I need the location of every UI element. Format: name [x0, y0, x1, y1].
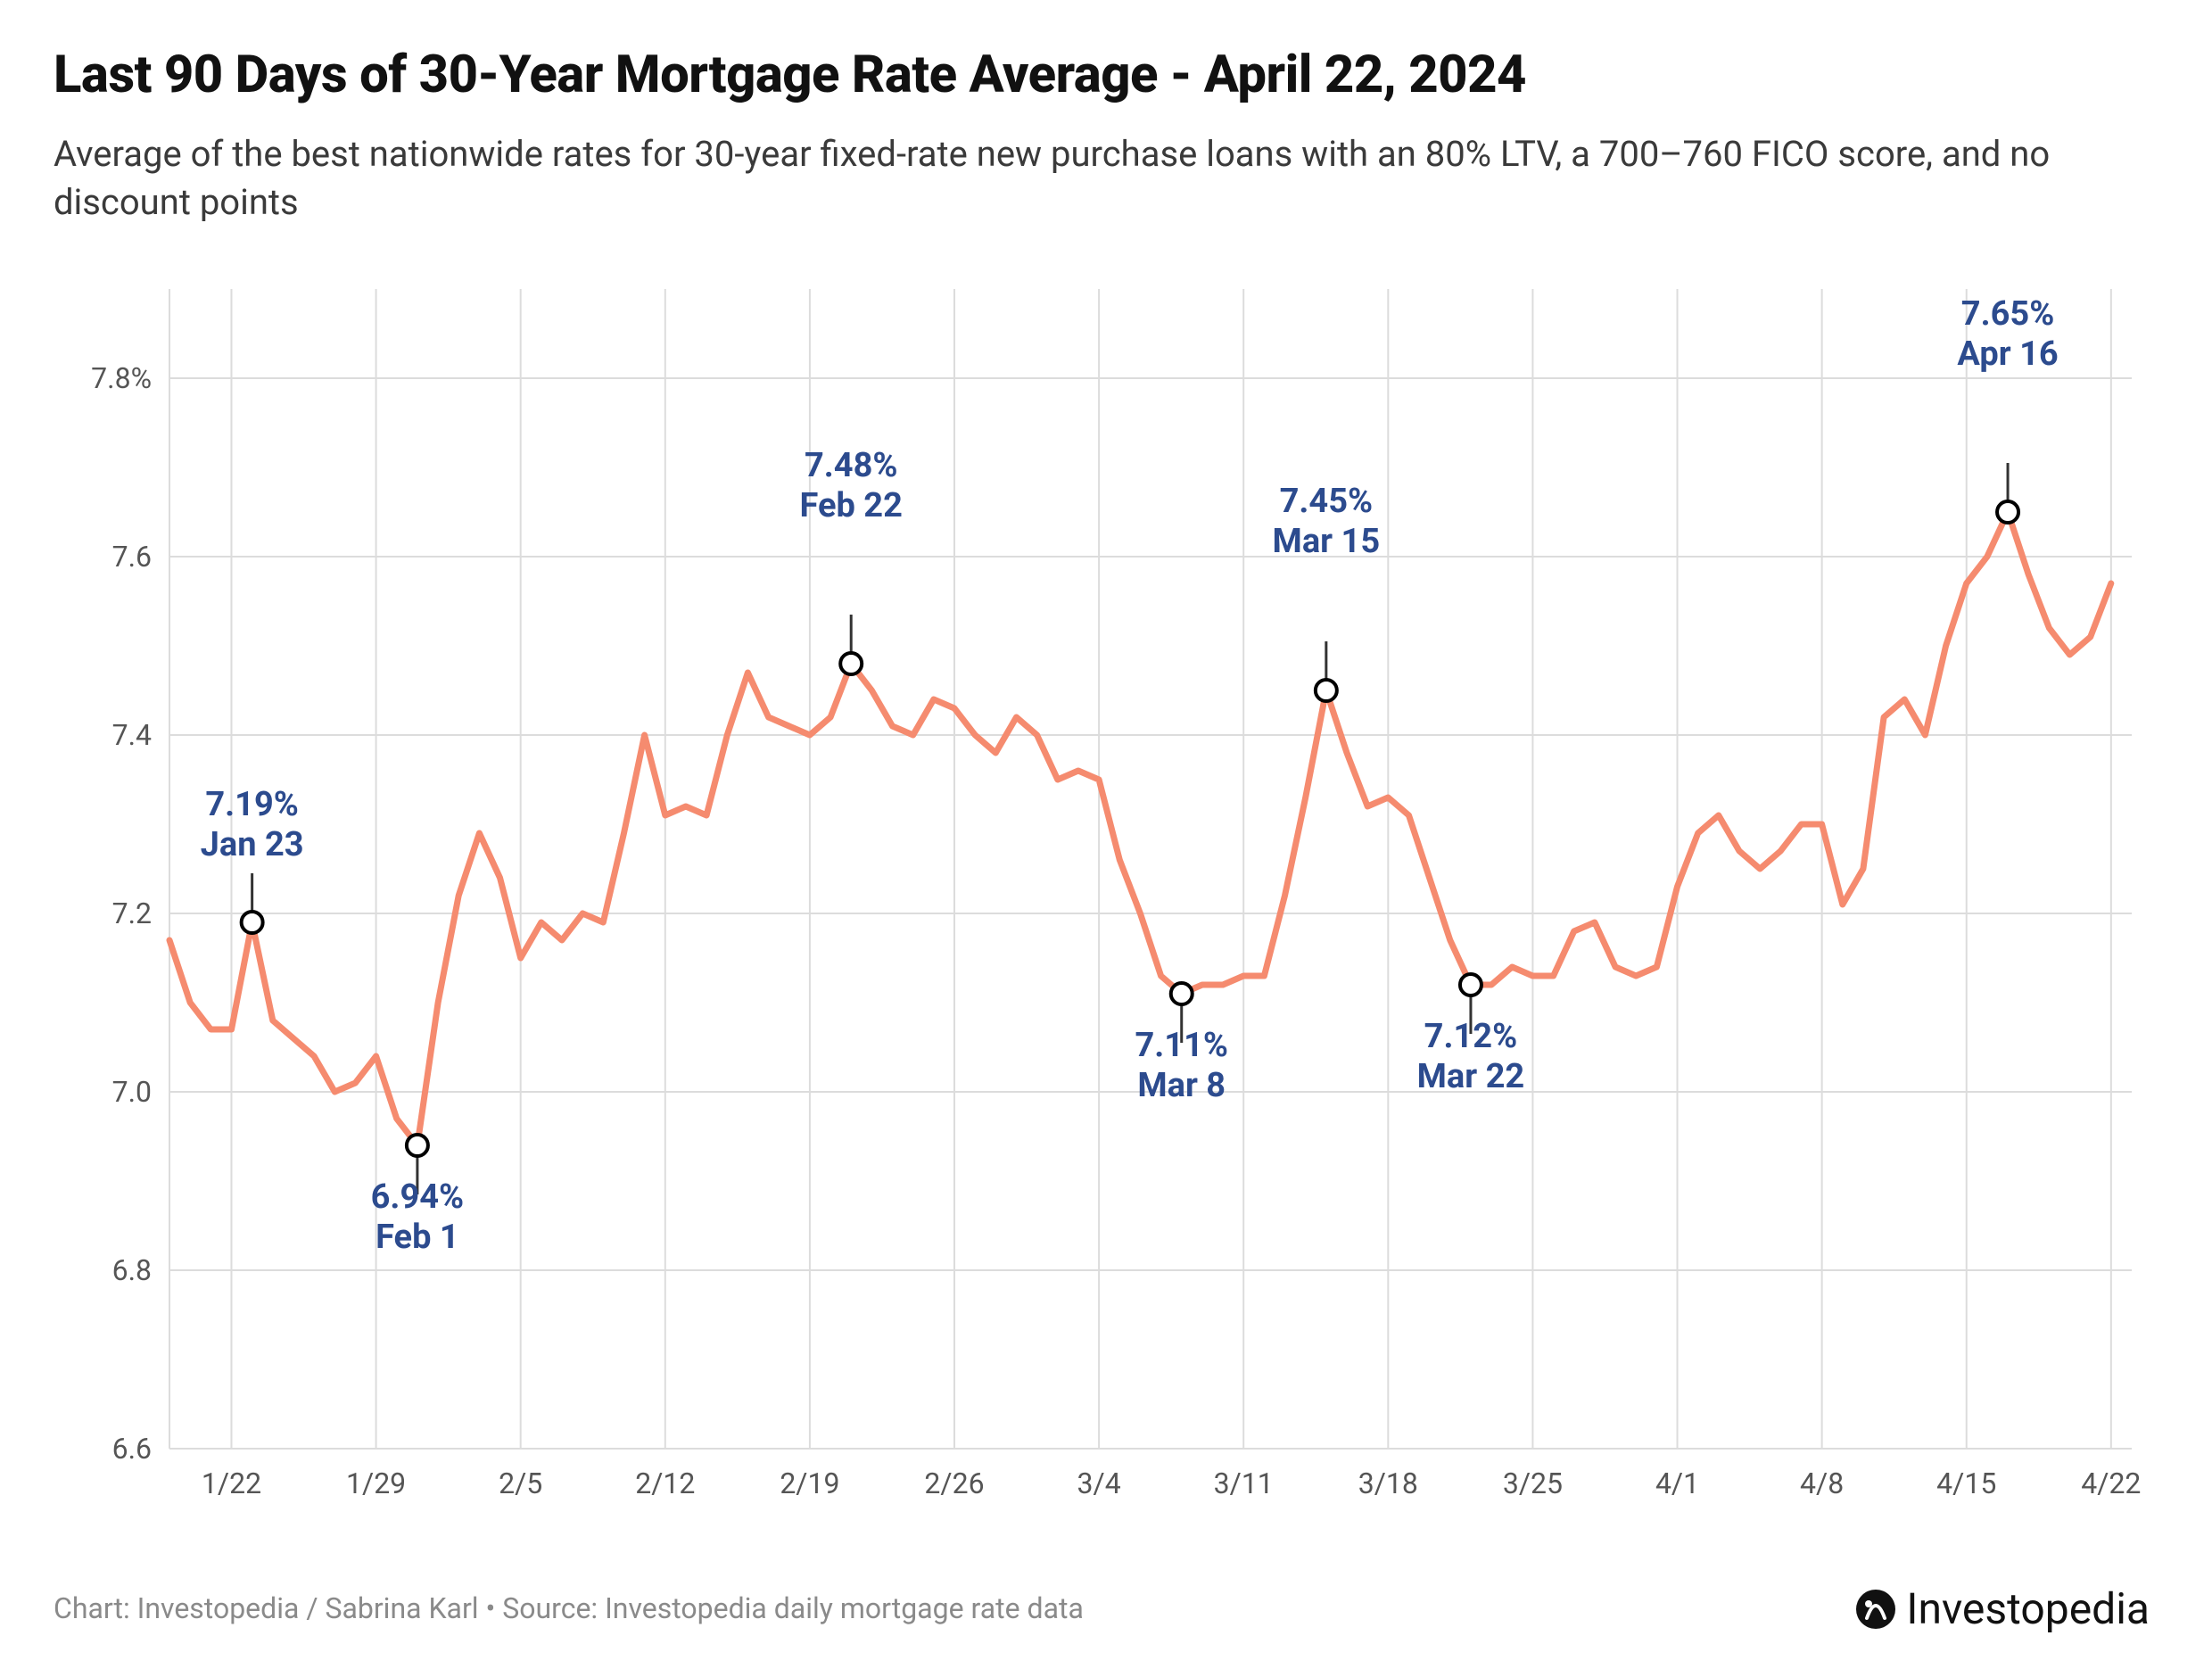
annotation-rate: 7.11% — [1135, 1026, 1228, 1065]
annotation-date: Mar 8 — [1137, 1066, 1226, 1105]
x-axis-label: 4/1 — [1655, 1466, 1699, 1500]
y-axis-label: 6.8 — [112, 1253, 152, 1287]
data-marker — [1997, 501, 2018, 523]
x-axis-label: 2/5 — [499, 1466, 542, 1500]
x-axis-label: 3/18 — [1358, 1466, 1418, 1500]
x-axis-label: 2/12 — [635, 1466, 695, 1500]
line-chart: 6.6 6.8 7.0 7.2 7.4 7.6 7.8% 1/22 1/29 2/5 2/12 2/1… — [54, 262, 2158, 1529]
data-marker — [242, 912, 263, 933]
brand-name: Investopedia — [1906, 1583, 2150, 1634]
x-axis-label: 4/15 — [1936, 1466, 1996, 1500]
annotation-date: Mar 22 — [1417, 1057, 1525, 1096]
annotation-date: Mar 15 — [1273, 522, 1381, 561]
y-axis-label: 7.8% — [91, 361, 152, 395]
annotation-rate: 6.94% — [371, 1177, 465, 1217]
x-axis-label: 2/19 — [780, 1466, 839, 1500]
data-marker — [1460, 974, 1482, 995]
investopedia-icon — [1854, 1588, 1897, 1631]
annotation-date: Feb 1 — [376, 1218, 459, 1257]
x-axis-label: 3/11 — [1214, 1466, 1274, 1500]
data-marker — [1171, 983, 1193, 1004]
annotation-rate: 7.65% — [1961, 294, 2055, 334]
annotation-date: Jan 23 — [201, 825, 304, 864]
y-axis-label: 7.4 — [112, 718, 152, 752]
x-axis-label: 3/4 — [1077, 1466, 1121, 1500]
y-axis-label: 6.6 — [112, 1432, 152, 1466]
x-axis-label: 2/26 — [924, 1466, 984, 1500]
x-axis-label: 4/8 — [1800, 1466, 1844, 1500]
chart-card: Last 90 Days of 30-Year Mortgage Rate Av… — [0, 0, 2212, 1677]
data-marker — [1316, 680, 1337, 701]
x-axis-label: 1/22 — [202, 1466, 261, 1500]
chart-credit: Chart: Investopedia / Sabrina Karl • Sou… — [54, 1591, 1084, 1625]
x-axis-label: 1/29 — [346, 1466, 406, 1500]
annotation-rate: 7.45% — [1280, 482, 1374, 521]
x-axis-label: 4/22 — [2081, 1466, 2141, 1500]
page-title: Last 90 Days of 30-Year Mortgage Rate Av… — [54, 45, 2158, 105]
data-marker — [840, 653, 862, 674]
annotation-date: Feb 22 — [799, 486, 902, 525]
annotation-rate: 7.19% — [205, 785, 299, 824]
y-axis-label: 7.6 — [112, 540, 152, 574]
data-marker — [407, 1135, 428, 1156]
annotation-rate: 7.12% — [1424, 1017, 1518, 1056]
chart-subtitle: Average of the best nationwide rates for… — [54, 130, 2105, 227]
y-axis-label: 7.0 — [112, 1075, 152, 1109]
annotation-date: Apr 16 — [1957, 335, 2058, 374]
annotation-rate: 7.48% — [805, 446, 898, 485]
y-axis-label: 7.2 — [112, 896, 152, 930]
brand-logo: Investopedia — [1854, 1583, 2150, 1634]
x-axis-label: 3/25 — [1503, 1466, 1563, 1500]
